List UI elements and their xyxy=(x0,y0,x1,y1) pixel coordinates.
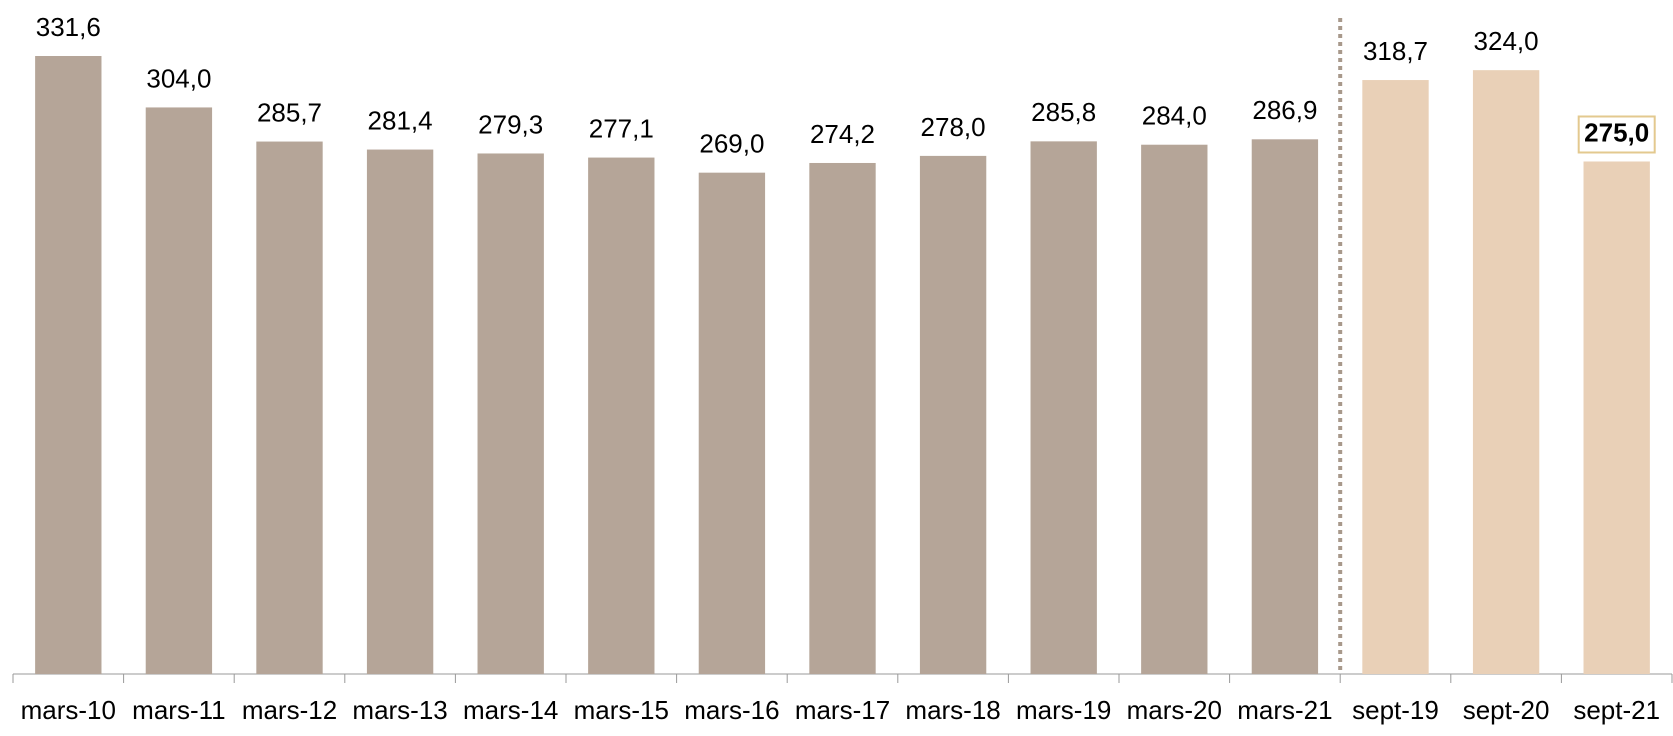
bar xyxy=(256,141,323,674)
x-tick-label: mars-21 xyxy=(1237,695,1332,725)
value-label: 304,0 xyxy=(146,63,211,93)
bar xyxy=(1030,141,1097,674)
x-tick-label: mars-20 xyxy=(1127,695,1222,725)
value-label: 279,3 xyxy=(478,109,543,139)
x-tick-label: mars-11 xyxy=(132,695,225,725)
bar xyxy=(366,149,434,674)
value-label: 277,1 xyxy=(589,113,654,143)
x-tick-label: sept-19 xyxy=(1352,695,1439,725)
bar xyxy=(1583,161,1650,674)
bar xyxy=(1472,70,1540,674)
bar xyxy=(809,162,876,674)
bar xyxy=(698,172,766,675)
value-label: 269,0 xyxy=(699,129,764,159)
value-label: 274,2 xyxy=(810,119,875,149)
value-label-box xyxy=(1577,115,1656,154)
x-tick-label: mars-17 xyxy=(795,695,890,725)
bar xyxy=(1362,80,1429,674)
x-tick-label: sept-21 xyxy=(1573,695,1660,725)
bar xyxy=(1141,144,1208,675)
value-label: 285,7 xyxy=(257,97,322,127)
x-tick-label: mars-13 xyxy=(352,695,447,725)
value-label: 284,0 xyxy=(1142,101,1207,131)
bar xyxy=(35,56,102,674)
value-label: 281,4 xyxy=(368,105,433,135)
bar xyxy=(588,157,655,674)
bar xyxy=(145,107,213,675)
x-tick-label: mars-19 xyxy=(1016,695,1111,725)
value-label: 324,0 xyxy=(1474,26,1539,56)
value-label: 285,8 xyxy=(1031,97,1096,127)
bar xyxy=(919,155,987,674)
x-tick-label: mars-18 xyxy=(905,695,1000,725)
value-label: 318,7 xyxy=(1363,36,1428,66)
bar xyxy=(477,153,544,674)
value-label: 331,6 xyxy=(36,12,101,42)
x-tick-label: mars-12 xyxy=(242,695,337,725)
x-tick-label: sept-20 xyxy=(1463,695,1550,725)
bar xyxy=(1251,139,1319,674)
x-tick-label: mars-14 xyxy=(463,695,558,725)
value-label: 286,9 xyxy=(1252,95,1317,125)
x-tick-label: mars-16 xyxy=(684,695,779,725)
value-label: 278,0 xyxy=(921,112,986,142)
x-tick-label: mars-15 xyxy=(574,695,669,725)
value-label: 275,0 xyxy=(1584,117,1649,147)
x-tick-label: mars-10 xyxy=(21,695,116,725)
